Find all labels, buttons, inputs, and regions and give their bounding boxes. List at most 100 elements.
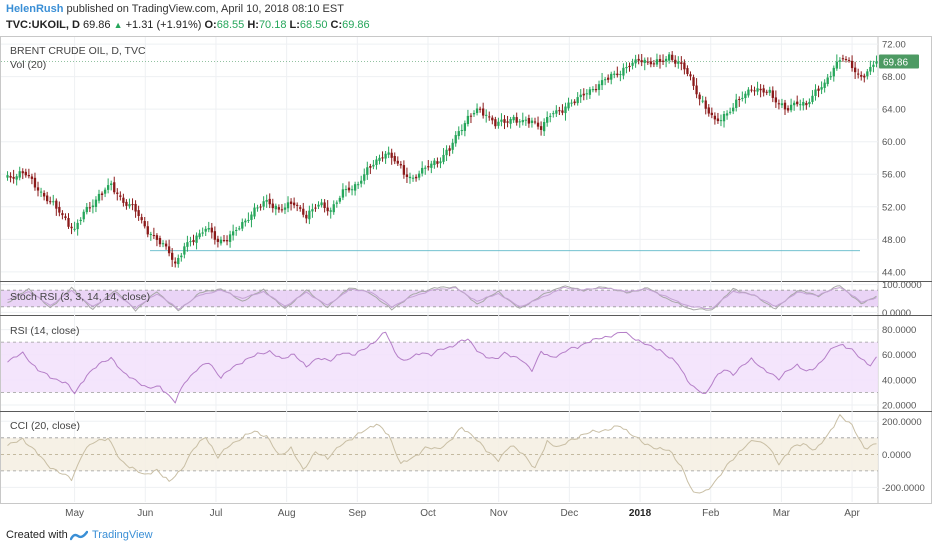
- candle-body: [841, 58, 845, 60]
- candle-body: [323, 202, 326, 209]
- candle-body: [460, 130, 463, 132]
- candle: [167, 239, 171, 257]
- candle: [469, 113, 473, 124]
- candle-body: [680, 62, 683, 64]
- candle: [738, 96, 741, 107]
- candle-body: [802, 101, 805, 106]
- candle: [802, 98, 805, 111]
- candle-body: [774, 97, 778, 103]
- candle-body: [640, 60, 643, 63]
- low-label: L:: [289, 19, 300, 31]
- candle: [591, 86, 595, 93]
- author-link[interactable]: HelenRush: [6, 3, 64, 15]
- candle: [454, 131, 457, 147]
- candle-body: [219, 239, 223, 244]
- candle-body: [189, 241, 192, 243]
- candle: [463, 120, 467, 137]
- candle: [671, 51, 674, 63]
- candle: [424, 165, 427, 175]
- candle: [561, 104, 564, 116]
- candle-body: [177, 257, 180, 265]
- candle-body: [131, 204, 134, 206]
- candle: [704, 96, 707, 115]
- candle: [356, 181, 360, 189]
- candle: [274, 203, 277, 216]
- candle: [396, 156, 399, 166]
- candle: [247, 212, 250, 223]
- candle: [652, 59, 656, 68]
- candle: [427, 160, 430, 171]
- candle: [857, 68, 860, 79]
- candle: [658, 54, 662, 69]
- candle: [253, 203, 256, 220]
- candle-body: [274, 205, 277, 210]
- candle: [231, 224, 235, 241]
- open-value: 68.55: [216, 19, 245, 31]
- candle-body: [58, 206, 61, 213]
- last-price-badge: [879, 54, 919, 69]
- tradingview-brand-link[interactable]: TradingView: [92, 529, 153, 541]
- candle: [24, 168, 27, 178]
- candle: [546, 111, 549, 127]
- chart-canvas[interactable]: May Jun Jul Aug Sep Oct Nov Dec 2018 Feb Mar Apr 44.…: [0, 36, 932, 522]
- candle: [195, 232, 198, 250]
- candle-body: [539, 126, 543, 130]
- candle: [674, 55, 677, 68]
- candle: [539, 121, 543, 136]
- candle-body: [863, 75, 866, 78]
- candle-body: [52, 201, 55, 203]
- candle-body: [649, 61, 653, 65]
- candle-body: [128, 204, 131, 207]
- candle-body: [478, 108, 482, 110]
- candle-body: [619, 74, 622, 76]
- candle: [189, 236, 192, 247]
- candle-body: [225, 240, 229, 242]
- candle-body: [88, 207, 92, 209]
- candle-body: [439, 161, 442, 164]
- candle-body: [780, 103, 784, 106]
- candle-body: [567, 102, 570, 109]
- price-pane-title: BRENT CRUDE OIL, D, TVC: [10, 45, 146, 57]
- candle: [640, 53, 643, 67]
- candle: [582, 88, 585, 101]
- candle-body: [738, 99, 741, 101]
- candle-body: [216, 238, 220, 242]
- up-arrow-icon: ▲: [113, 20, 123, 30]
- candle-body: [811, 95, 814, 102]
- open-label: O:: [204, 19, 217, 31]
- candle: [344, 185, 348, 197]
- candle-body: [643, 59, 646, 63]
- candle-body: [610, 73, 613, 80]
- candle-body: [125, 201, 128, 206]
- candle: [393, 152, 396, 165]
- candle: [805, 100, 808, 110]
- candle-body: [24, 171, 27, 176]
- candle: [497, 117, 500, 129]
- candle: [747, 87, 750, 98]
- candle: [567, 97, 570, 111]
- candle: [607, 74, 610, 83]
- candle: [533, 117, 537, 125]
- candle-body: [667, 54, 671, 61]
- candle: [768, 86, 771, 96]
- candle: [509, 116, 512, 129]
- candle: [85, 203, 88, 215]
- candle-body: [500, 119, 503, 122]
- candle-body: [55, 200, 58, 209]
- candle: [634, 54, 637, 68]
- y-tick-label: 20.0000: [882, 400, 916, 411]
- candle: [94, 196, 98, 213]
- candle: [42, 190, 46, 201]
- candle: [820, 81, 823, 95]
- candle-body: [238, 228, 241, 230]
- publish-line: HelenRush published on TradingView.com, …: [6, 3, 344, 15]
- candle: [73, 221, 76, 232]
- candle: [314, 203, 317, 212]
- candle: [134, 200, 137, 218]
- candle: [55, 198, 58, 216]
- y-tick-label: 60.0000: [882, 350, 916, 361]
- candle: [835, 54, 838, 71]
- stoch-k-line: [7, 285, 877, 312]
- candle: [600, 72, 604, 91]
- candle-body: [329, 210, 332, 212]
